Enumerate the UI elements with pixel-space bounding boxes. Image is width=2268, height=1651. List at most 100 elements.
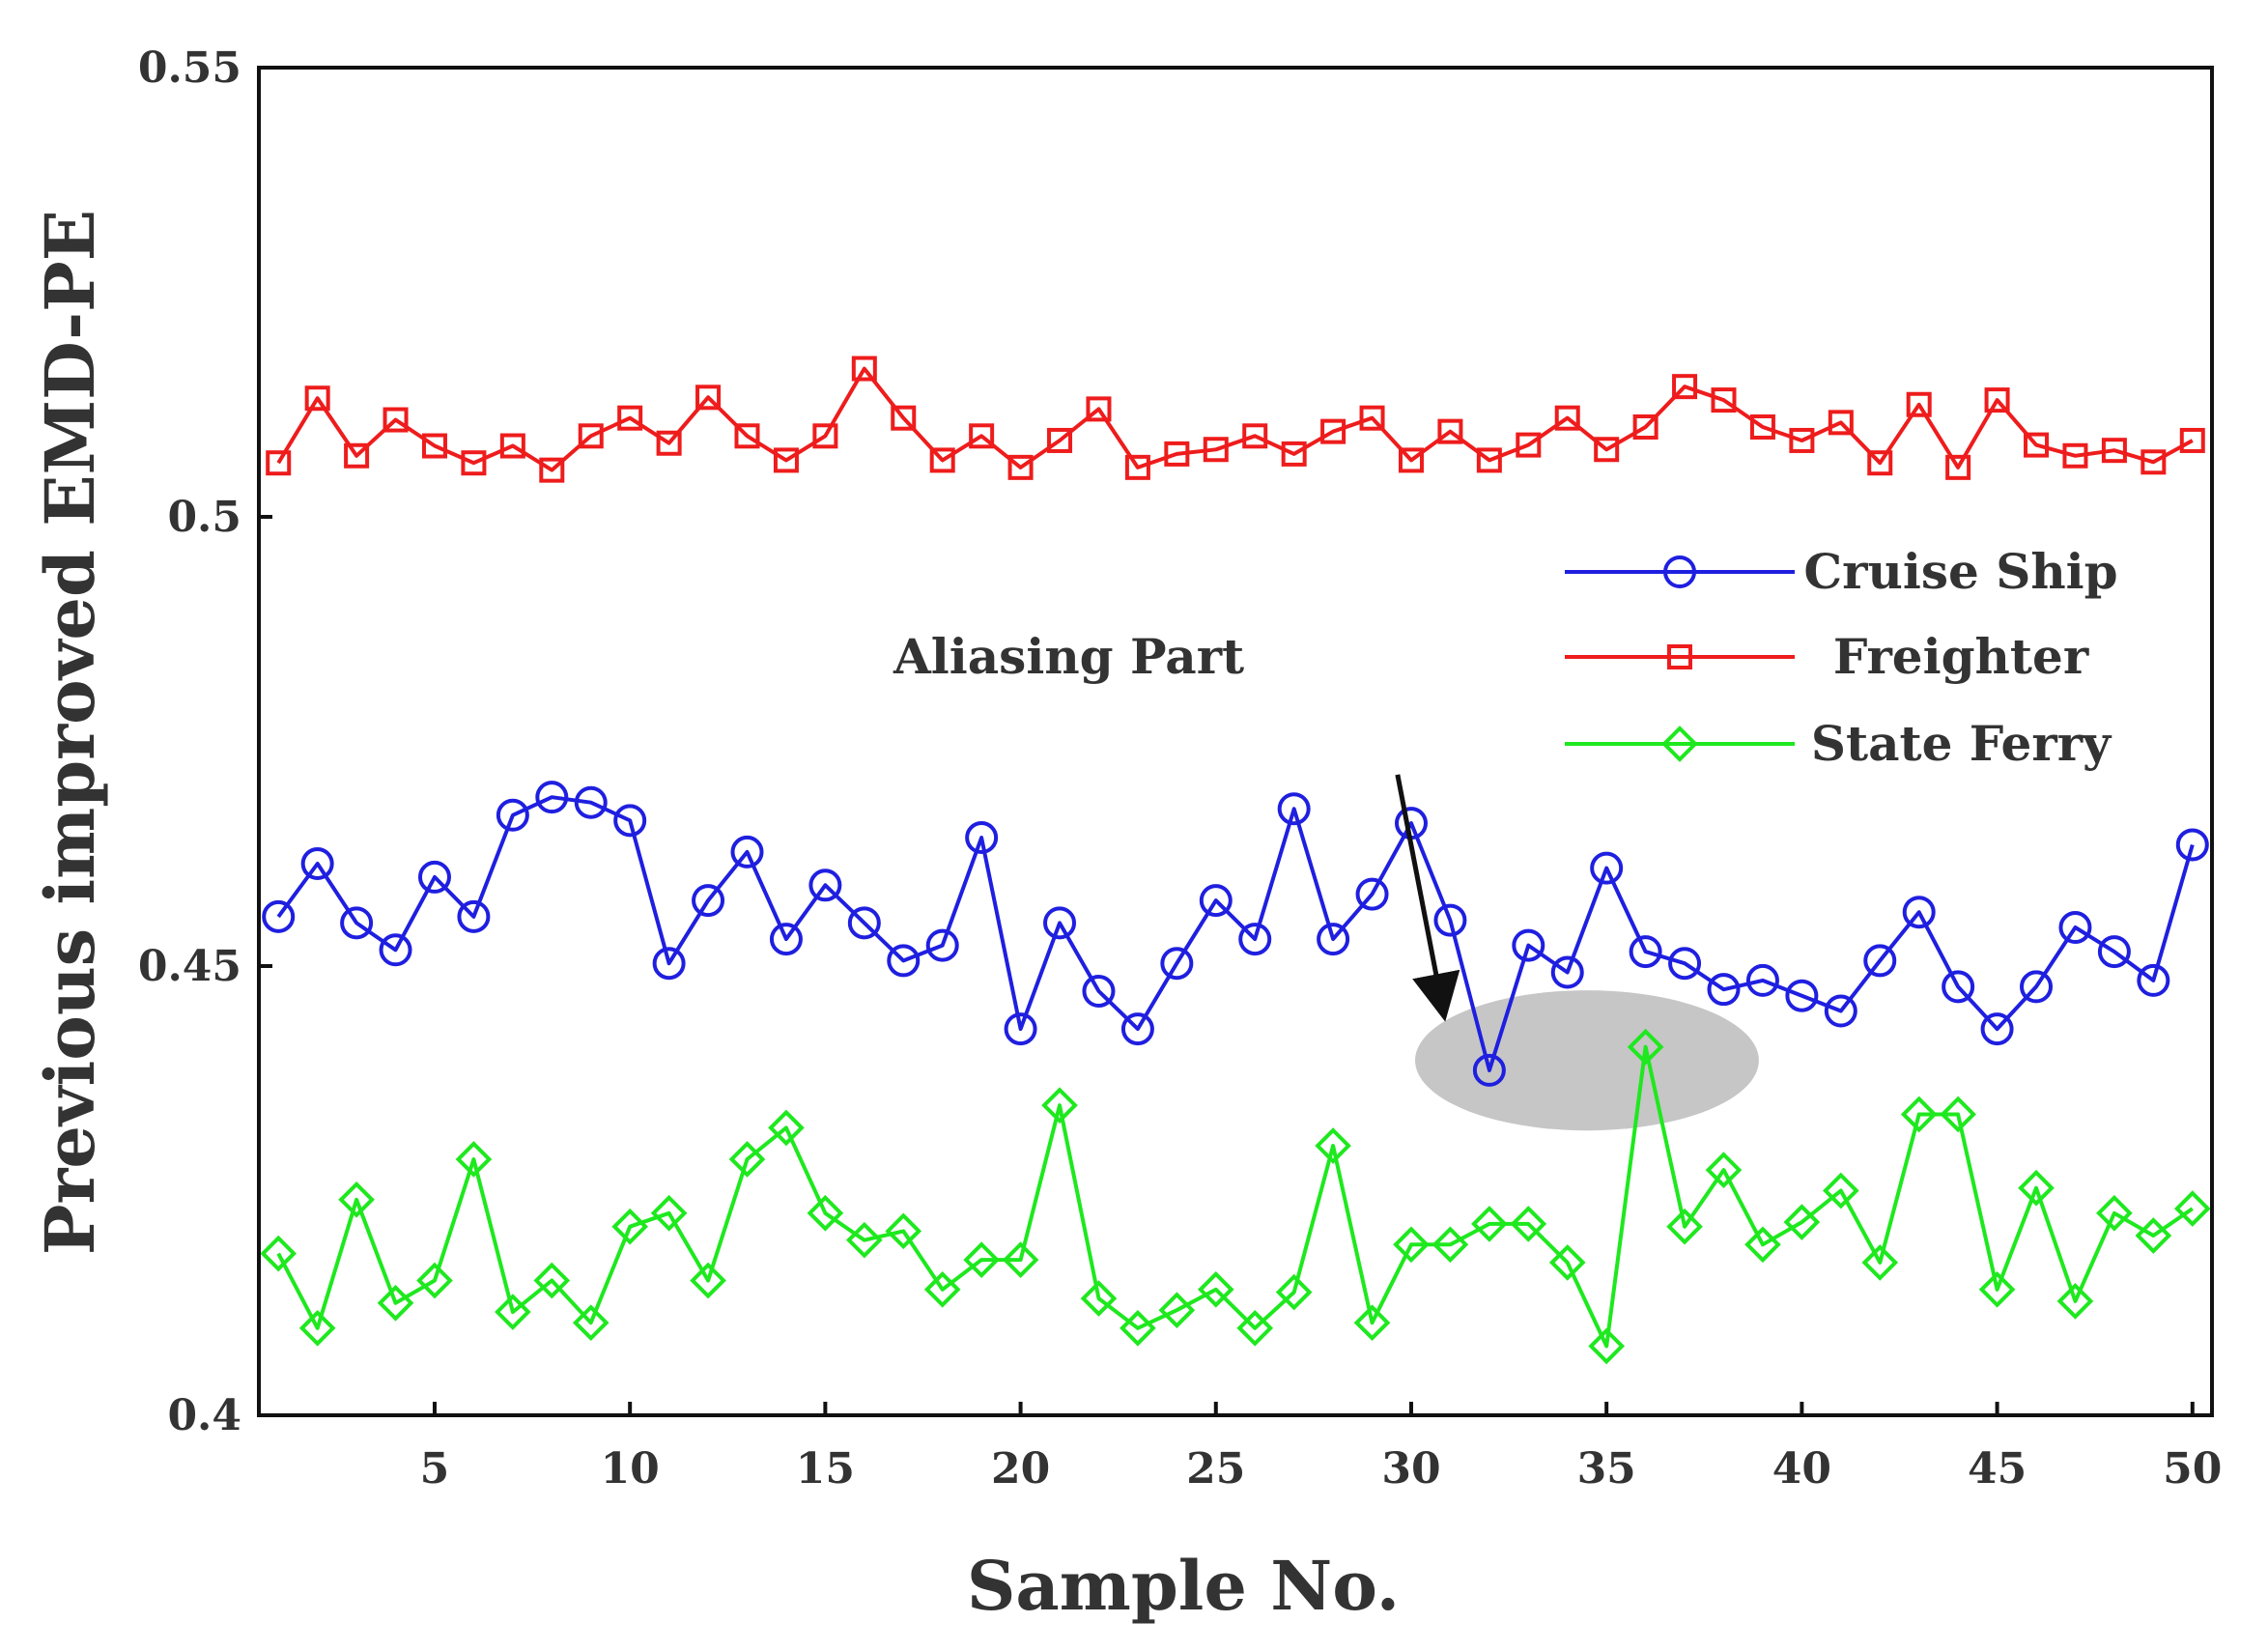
point-cruise-ship-38 (1707, 973, 1741, 1007)
point-freighter-30 (1398, 447, 1424, 473)
point-cruise-ship-45 (1980, 1012, 2014, 1046)
point-freighter-25 (1203, 437, 1229, 463)
point-state-ferry-24 (1158, 1292, 1196, 1329)
annotation-callout: Aliasing Part (893, 628, 1460, 1022)
point-cruise-ship-14 (769, 923, 803, 956)
x-tick-label-25: 25 (1186, 1444, 1245, 1494)
point-cruise-ship-2 (300, 846, 334, 880)
legend: Cruise Ship Freighter State Ferry (1565, 543, 2118, 772)
point-state-ferry-21 (1041, 1087, 1078, 1124)
y-tick-label-0: 0.4 (167, 1391, 241, 1440)
point-cruise-ship-4 (379, 933, 412, 967)
point-freighter-49 (2140, 449, 2167, 475)
point-freighter-3 (344, 442, 370, 469)
point-state-ferry-25 (1197, 1270, 1234, 1308)
point-freighter-13 (734, 423, 760, 449)
series-line-cruise-ship (276, 795, 2195, 1072)
point-freighter-28 (1320, 418, 1347, 444)
point-freighter-32 (1476, 447, 1502, 473)
point-freighter-44 (1945, 454, 1971, 480)
point-cruise-ship-10 (613, 804, 647, 838)
point-cruise-ship-46 (2020, 970, 2054, 1004)
point-freighter-24 (1164, 441, 1190, 467)
point-state-ferry-40 (1783, 1204, 1821, 1240)
point-state-ferry-47 (2056, 1283, 2094, 1320)
point-state-ferry-12 (690, 1262, 726, 1299)
point-state-ferry-32 (1471, 1206, 1508, 1242)
point-freighter-40 (1789, 427, 1815, 453)
point-state-ferry-4 (377, 1284, 414, 1322)
x-tick-label-50: 50 (2163, 1444, 2222, 1494)
annotation-layer (1415, 990, 1759, 1131)
point-freighter-46 (2024, 432, 2050, 458)
point-cruise-ship-19 (965, 821, 999, 855)
point-cruise-ship-50 (2175, 828, 2209, 862)
y-tick-label-2: 0.5 (167, 493, 241, 542)
point-cruise-ship-26 (1238, 923, 1272, 956)
point-cruise-ship-1 (262, 899, 296, 933)
point-state-ferry-42 (1861, 1244, 1899, 1281)
point-state-ferry-10 (611, 1208, 649, 1245)
point-cruise-ship-42 (1863, 944, 1897, 978)
point-freighter-43 (1906, 391, 1932, 417)
point-state-ferry-49 (2135, 1217, 2172, 1254)
point-freighter-11 (656, 430, 682, 456)
point-freighter-47 (2062, 442, 2088, 469)
point-freighter-38 (1711, 387, 1737, 413)
point-state-ferry-23 (1120, 1309, 1156, 1347)
point-freighter-34 (1554, 405, 1580, 431)
point-state-ferry-37 (1666, 1208, 1703, 1245)
point-cruise-ship-9 (574, 785, 608, 819)
point-cruise-ship-47 (2058, 911, 2092, 945)
point-state-ferry-20 (1002, 1241, 1039, 1278)
point-freighter-14 (773, 447, 799, 473)
point-state-ferry-45 (1978, 1270, 2016, 1308)
point-cruise-ship-21 (1043, 906, 1077, 940)
point-state-ferry-6 (455, 1141, 493, 1178)
point-state-ferry-7 (495, 1294, 531, 1330)
point-cruise-ship-17 (887, 944, 921, 978)
point-freighter-29 (1359, 405, 1385, 431)
point-cruise-ship-39 (1745, 963, 1779, 997)
legend-item-state-ferry: State Ferry (1565, 715, 2112, 772)
point-cruise-ship-29 (1355, 877, 1389, 911)
point-state-ferry-36 (1627, 1028, 1664, 1066)
point-freighter-4 (383, 407, 409, 433)
point-freighter-20 (1007, 454, 1034, 480)
point-state-ferry-46 (2018, 1169, 2055, 1207)
point-state-ferry-35 (1588, 1327, 1626, 1365)
series-state-ferry (260, 1028, 2211, 1365)
legend-marker-cruise-ship (1663, 555, 1696, 588)
point-state-ferry-1 (260, 1235, 298, 1272)
point-cruise-ship-36 (1629, 935, 1662, 969)
point-state-ferry-43 (1900, 1096, 1938, 1133)
x-tick-label-30: 30 (1381, 1444, 1440, 1494)
point-freighter-22 (1086, 396, 1112, 422)
x-tick-label-5: 5 (420, 1444, 450, 1494)
point-freighter-41 (1828, 410, 1854, 436)
point-cruise-ship-48 (2097, 935, 2131, 969)
point-cruise-ship-25 (1199, 884, 1233, 918)
point-freighter-50 (2179, 427, 2205, 453)
annotation-arrow (1395, 774, 1460, 1022)
point-freighter-7 (499, 433, 525, 459)
point-freighter-19 (969, 423, 995, 449)
point-cruise-ship-37 (1668, 947, 1702, 981)
point-freighter-12 (695, 384, 722, 411)
x-tick-label-40: 40 (1772, 1444, 1831, 1494)
point-freighter-31 (1437, 418, 1463, 444)
point-freighter-48 (2101, 438, 2127, 464)
legend-item-freighter: Freighter (1565, 628, 2089, 685)
legend-label-state-ferry: State Ferry (1811, 715, 2112, 772)
point-state-ferry-8 (533, 1262, 571, 1299)
series-layer (260, 356, 2211, 1365)
point-freighter-9 (578, 423, 604, 449)
point-freighter-36 (1632, 414, 1658, 440)
point-freighter-5 (421, 433, 447, 459)
point-cruise-ship-28 (1317, 923, 1350, 956)
point-freighter-23 (1124, 454, 1150, 480)
point-cruise-ship-6 (457, 899, 491, 933)
point-state-ferry-13 (728, 1141, 766, 1178)
point-state-ferry-41 (1822, 1172, 1859, 1210)
